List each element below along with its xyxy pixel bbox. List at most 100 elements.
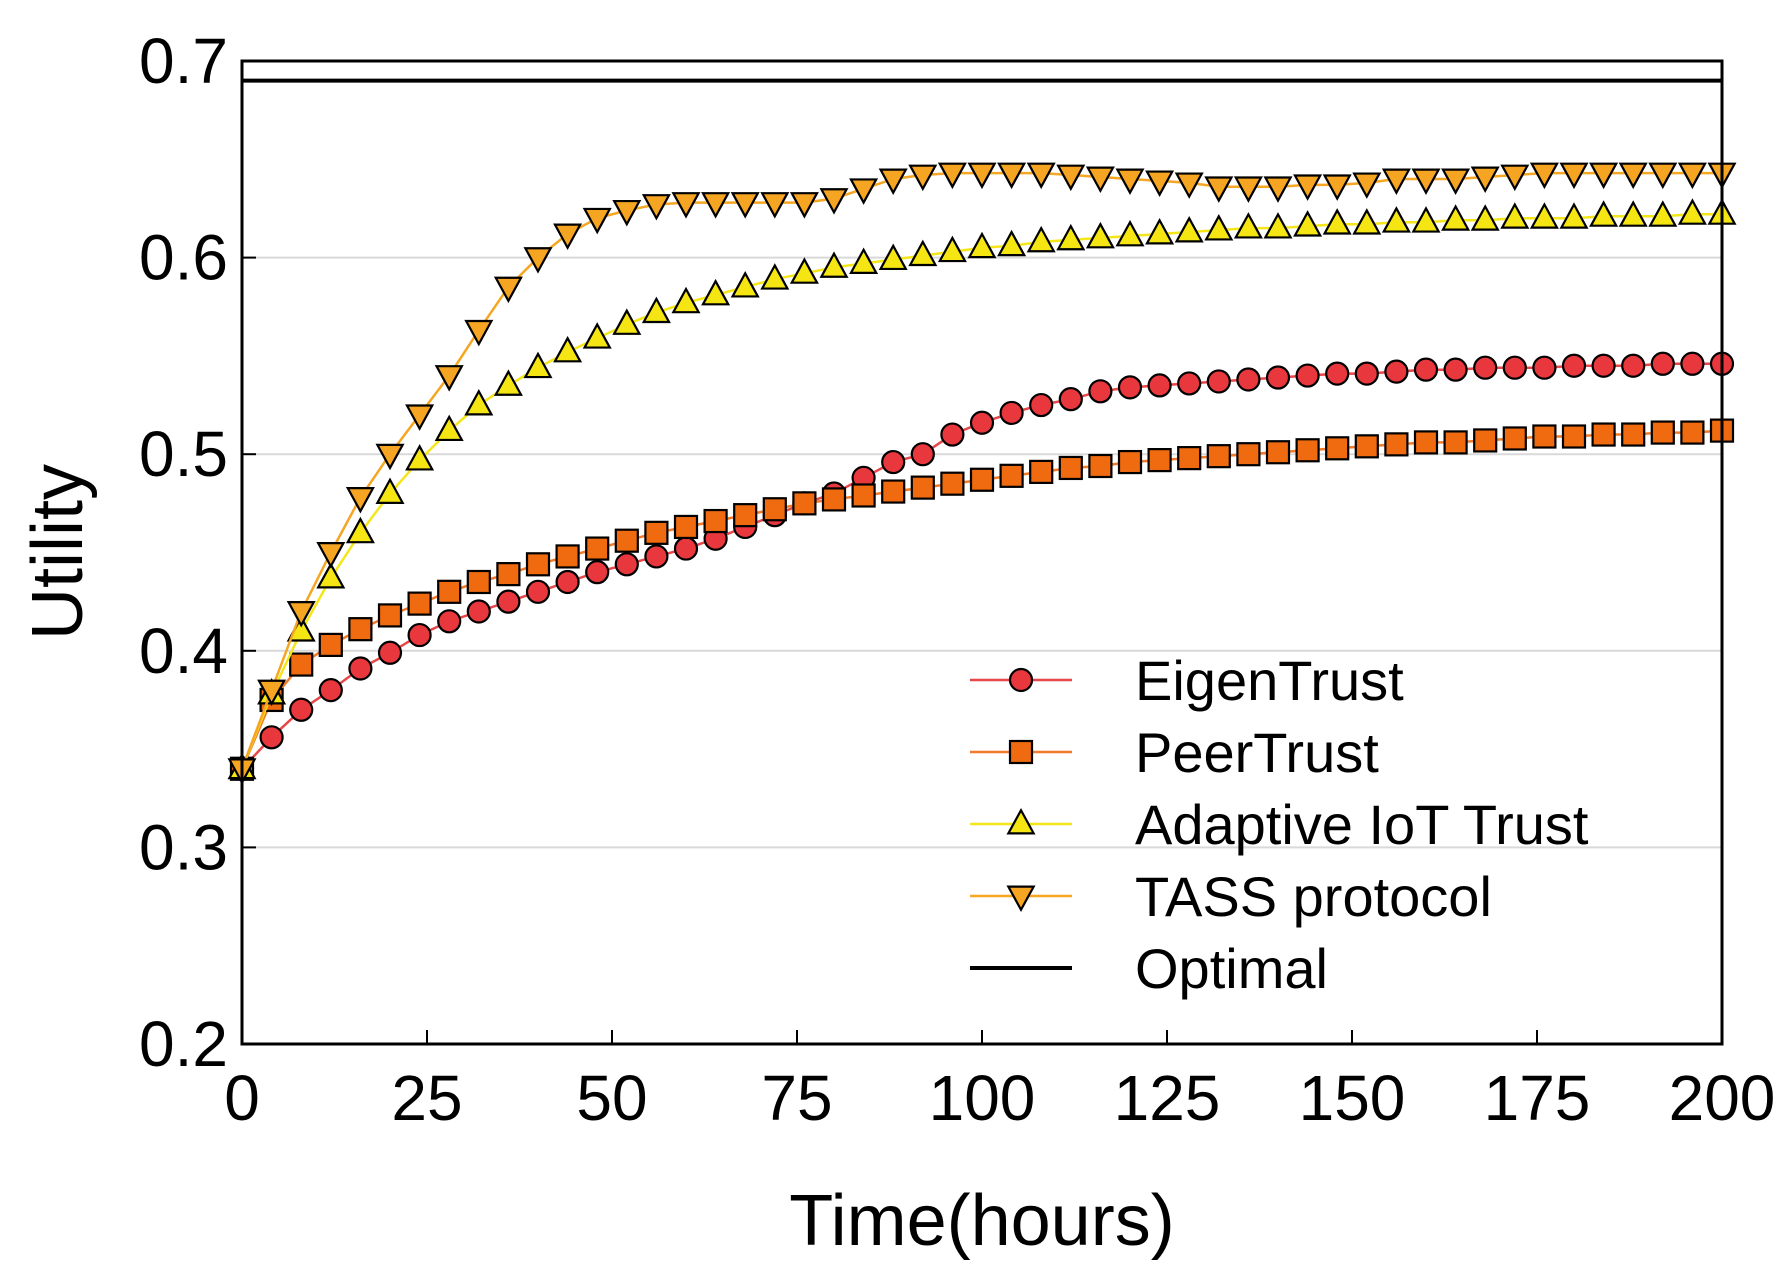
- data-point: [969, 410, 995, 435]
- data-point: [851, 483, 876, 508]
- data-point: [1322, 174, 1352, 201]
- data-point: [789, 192, 819, 219]
- legend-entry: TASS protocol: [970, 865, 1492, 928]
- legend-label: EigenTrust: [1135, 649, 1404, 712]
- series-tass-protocol: [227, 162, 1737, 785]
- data-point: [760, 263, 790, 290]
- x-tick-label: 0: [224, 1062, 260, 1134]
- data-point: [937, 162, 967, 190]
- data-point: [612, 199, 642, 227]
- data-point: [849, 247, 879, 274]
- data-point: [1621, 353, 1646, 378]
- data-point: [730, 271, 760, 298]
- data-point: [1561, 353, 1587, 378]
- legend-label: TASS protocol: [1135, 865, 1492, 928]
- data-point: [967, 162, 997, 190]
- legend-label: Optimal: [1135, 937, 1328, 1000]
- data-point: [1411, 206, 1441, 233]
- data-point: [701, 192, 731, 219]
- data-point: [997, 229, 1027, 257]
- data-point: [375, 477, 405, 504]
- data-point: [345, 516, 375, 544]
- data-point: [585, 536, 610, 561]
- data-point: [525, 552, 551, 577]
- x-axis-title: Time(hours): [789, 1181, 1174, 1261]
- data-point: [1026, 162, 1056, 190]
- legend-entry: PeerTrust: [970, 721, 1379, 784]
- data-point: [1441, 204, 1471, 231]
- data-point: [1265, 440, 1291, 465]
- data-point: [555, 544, 580, 569]
- data-point: [673, 514, 699, 540]
- data-point: [496, 562, 521, 587]
- data-point: [318, 632, 343, 658]
- data-point: [1677, 162, 1707, 190]
- data-point: [908, 164, 938, 192]
- data-point: [1058, 455, 1083, 481]
- data-point: [405, 404, 435, 431]
- data-point: [1325, 436, 1350, 461]
- data-point: [671, 192, 701, 219]
- y-tick-label: 0.5: [139, 418, 228, 490]
- data-point: [1650, 351, 1675, 376]
- data-point: [819, 251, 849, 278]
- data-point: [1413, 430, 1439, 455]
- data-point: [1233, 176, 1263, 203]
- data-point: [434, 365, 464, 392]
- data-point: [496, 589, 521, 614]
- data-point: [1085, 166, 1115, 194]
- data-point: [1589, 200, 1619, 227]
- data-point: [937, 235, 967, 263]
- data-point: [318, 678, 343, 703]
- data-point: [997, 162, 1027, 190]
- data-point: [1233, 212, 1263, 239]
- data-point: [1147, 373, 1172, 398]
- data-point: [1206, 444, 1231, 469]
- data-point: [434, 414, 464, 442]
- y-axis-title: Utility: [18, 464, 98, 640]
- legend-entry: Adaptive IoT Trust: [970, 793, 1589, 856]
- data-point: [999, 463, 1024, 488]
- legend-marker: [1008, 739, 1034, 765]
- legend-entry: EigenTrust: [970, 649, 1404, 712]
- data-point: [881, 449, 906, 475]
- data-point: [1204, 176, 1234, 203]
- data-point: [523, 247, 553, 274]
- x-tick-label: 175: [1484, 1062, 1591, 1134]
- data-point: [257, 679, 287, 707]
- data-point: [1293, 210, 1323, 237]
- data-point: [969, 467, 995, 492]
- y-tick-label: 0.2: [139, 1008, 228, 1080]
- data-point: [1145, 170, 1175, 197]
- data-point: [1473, 355, 1498, 380]
- x-tick-label: 100: [929, 1062, 1036, 1134]
- legend-label: PeerTrust: [1135, 721, 1379, 784]
- y-tick-label: 0.4: [139, 615, 228, 687]
- data-point: [1322, 208, 1352, 235]
- data-point: [1648, 200, 1678, 227]
- data-point: [878, 168, 908, 196]
- x-tick-label: 200: [1669, 1062, 1776, 1134]
- data-point: [466, 599, 491, 624]
- data-point: [849, 178, 879, 205]
- data-point: [614, 552, 639, 577]
- data-point: [1265, 365, 1291, 390]
- data-point: [1204, 214, 1234, 241]
- data-point: [1058, 387, 1083, 412]
- data-point: [1145, 217, 1175, 245]
- data-point: [733, 503, 758, 528]
- data-point: [464, 319, 494, 347]
- data-point: [1236, 367, 1261, 392]
- data-point: [1618, 200, 1648, 227]
- data-point: [703, 508, 728, 534]
- data-point: [1295, 438, 1320, 463]
- data-point: [1500, 164, 1530, 192]
- data-point: [1559, 162, 1589, 190]
- y-tick-label: 0.6: [139, 222, 228, 294]
- data-point: [1561, 424, 1587, 449]
- data-point: [1174, 172, 1204, 199]
- legend-entry: Optimal: [970, 937, 1328, 1000]
- data-point: [878, 243, 908, 271]
- data-point: [1473, 428, 1498, 453]
